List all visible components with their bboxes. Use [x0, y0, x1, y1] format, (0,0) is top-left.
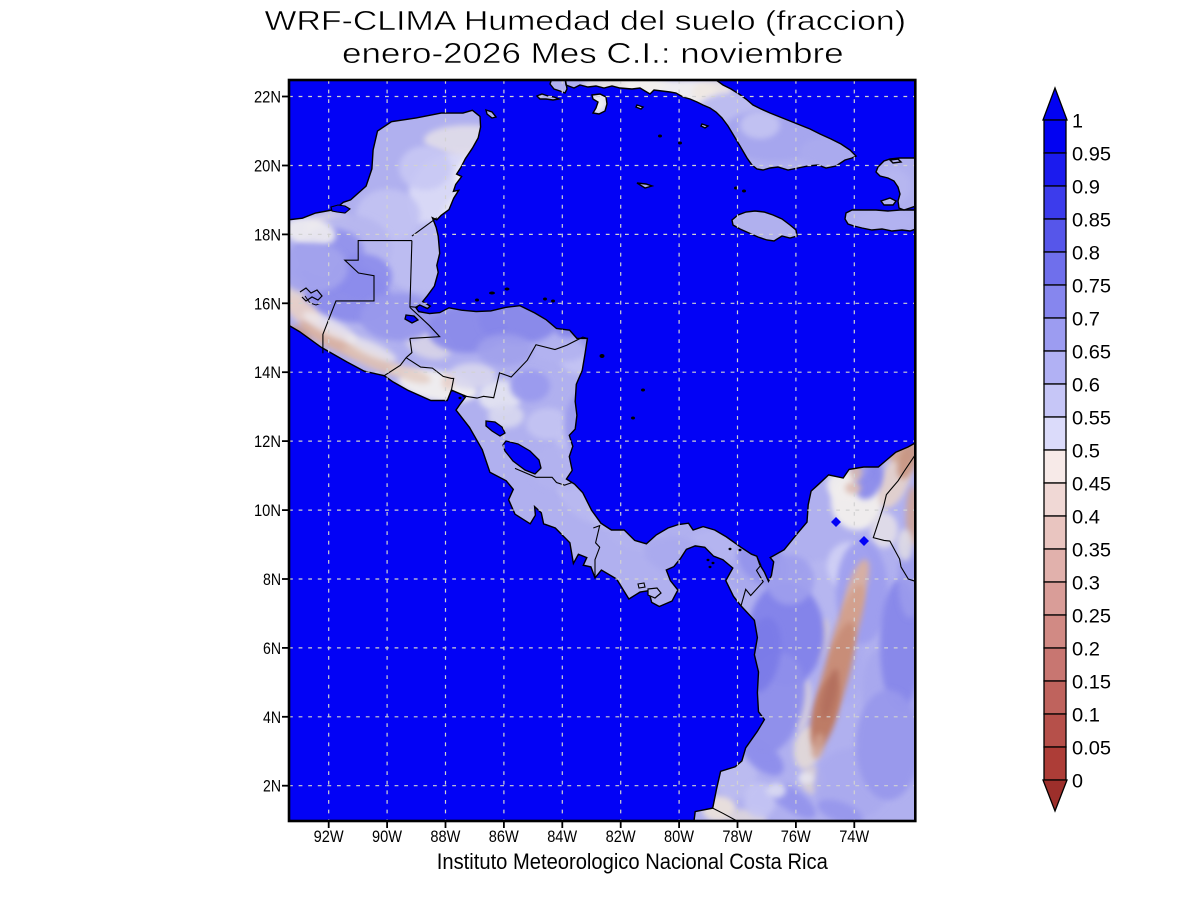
svg-text:10N: 10N [254, 501, 281, 520]
svg-text:0.1: 0.1 [1072, 706, 1100, 727]
svg-text:0.55: 0.55 [1072, 409, 1111, 430]
svg-text:0.85: 0.85 [1072, 211, 1111, 232]
svg-text:0.05: 0.05 [1072, 739, 1111, 760]
svg-text:88W: 88W [430, 827, 460, 846]
svg-text:14N: 14N [254, 363, 281, 382]
svg-text:18N: 18N [254, 225, 281, 244]
svg-text:0.65: 0.65 [1072, 343, 1111, 364]
svg-text:0.2: 0.2 [1072, 640, 1100, 661]
svg-text:0.25: 0.25 [1072, 607, 1111, 628]
svg-text:74W: 74W [839, 827, 869, 846]
svg-text:80W: 80W [664, 827, 694, 846]
svg-text:22N: 22N [254, 88, 281, 107]
svg-text:16N: 16N [254, 294, 281, 313]
svg-text:WRF-CLIMA Humedad del suelo (f: WRF-CLIMA Humedad del suelo (fraccion) [265, 5, 907, 36]
svg-text:1: 1 [1072, 112, 1083, 133]
svg-text:20N: 20N [254, 157, 281, 176]
svg-text:90W: 90W [372, 827, 402, 846]
svg-text:0: 0 [1072, 772, 1083, 793]
svg-text:0.35: 0.35 [1072, 541, 1111, 562]
svg-text:6N: 6N [263, 639, 281, 658]
svg-text:12N: 12N [254, 432, 281, 451]
svg-text:0.6: 0.6 [1072, 376, 1100, 397]
svg-text:enero-2026 Mes C.I.: noviembre: enero-2026 Mes C.I.: noviembre [342, 38, 844, 70]
svg-text:78W: 78W [722, 827, 752, 846]
svg-text:0.45: 0.45 [1072, 475, 1111, 496]
svg-text:0.9: 0.9 [1072, 178, 1100, 199]
svg-text:4N: 4N [263, 708, 281, 727]
svg-text:0.3: 0.3 [1072, 574, 1100, 595]
svg-text:92W: 92W [314, 827, 344, 846]
svg-text:8N: 8N [263, 570, 281, 589]
svg-text:0.5: 0.5 [1072, 442, 1100, 463]
svg-text:2N: 2N [263, 777, 281, 796]
svg-text:0.95: 0.95 [1072, 145, 1111, 166]
svg-text:0.75: 0.75 [1072, 277, 1111, 298]
svg-text:0.7: 0.7 [1072, 310, 1100, 331]
svg-text:82W: 82W [606, 827, 636, 846]
svg-text:0.8: 0.8 [1072, 244, 1100, 265]
svg-text:76W: 76W [781, 827, 811, 846]
svg-text:Instituto Meteorologico Nacion: Instituto Meteorologico Nacional Costa R… [437, 849, 829, 874]
svg-text:86W: 86W [489, 827, 519, 846]
svg-text:0.4: 0.4 [1072, 508, 1100, 529]
svg-text:0.15: 0.15 [1072, 673, 1111, 694]
svg-text:84W: 84W [547, 827, 577, 846]
